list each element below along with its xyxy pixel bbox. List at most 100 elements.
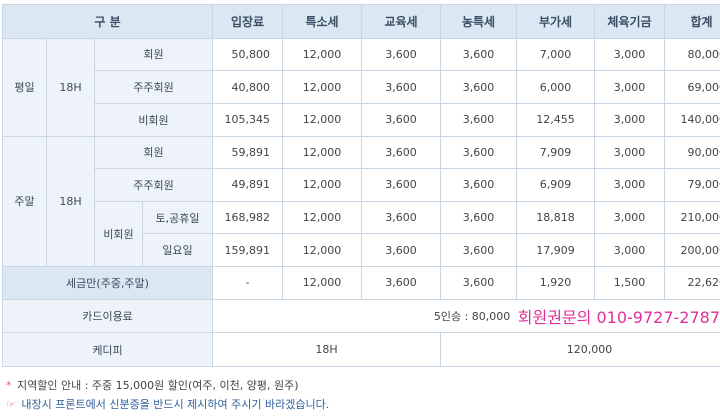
table-row: 비회원 105,345 12,000 3,600 3,600 12,455 3,… [3,102,720,137]
cell-special-tax: 12,000 [282,266,363,300]
header-agri-tax: 농특세 [440,4,518,39]
card-fee-value-cell: 5인승 : 80,000 회원권문의 010-9727-2787 [212,298,720,334]
header-category: 구 분 [1,4,214,39]
header-special-tax: 특소세 [282,4,363,39]
cell-agri-tax: 3,600 [440,266,518,300]
cell-vat: 7,909 [516,135,596,170]
table-row: 비회원 토,공휴일 168,982 12,000 3,600 3,600 18,… [3,200,720,268]
header-admission: 입장료 [212,4,284,39]
table-row: 카드이용료 5인승 : 80,000 회원권문의 010-9727-2787 [1,298,720,334]
cell-admission: 159,891 [212,233,284,268]
cell-total: 22,620 [664,266,720,300]
cell-special-tax: 12,000 [282,102,363,137]
cell-agri-tax: 3,600 [440,135,518,170]
notes: * 지역할인 안내 : 주중 15,000원 할인(여주, 이천, 양평, 원주… [6,376,329,414]
regional-discount-text: 지역할인 안내 : 주중 15,000원 할인(여주, 이천, 양평, 원주) [17,379,299,392]
cell-admission: 105,345 [212,102,284,137]
cell-education-tax: 3,600 [361,200,442,235]
weekday-label: 평일 [2,37,47,137]
id-notice: ☞ 내장시 프론트에서 신분증을 반드시 제시하여 주시기 바라겠습니다. [6,395,329,414]
table-row: 평일 18H 회원 50,800 12,000 3,600 3,600 7,00… [2,37,720,137]
weekend-time: 18H [46,135,95,268]
cell-total: 210,000 [664,200,720,235]
cell-vat: 7,000 [516,37,596,72]
weekday-time: 18H [46,37,95,137]
header-sports-fund: 체육기금 [594,4,666,39]
cell-sports-fund: 3,000 [594,70,666,104]
header-vat: 부가세 [516,4,596,39]
cell-vat: 6,000 [516,70,596,104]
weekend-nonmember-label: 비회원 [94,200,143,268]
cell-education-tax: 3,600 [361,168,442,202]
table-row: 주말 18H 회원 59,891 12,000 3,600 3,600 7,90… [2,135,720,268]
cell-education-tax: 3,600 [361,266,442,300]
pointing-hand-icon: ☞ [6,398,16,411]
row-label: 주주회원 [93,70,214,104]
cell-agri-tax: 3,600 [440,102,518,137]
caddie-fee-label: 케디피 [1,332,214,367]
cell-admission: 59,891 [212,135,284,170]
cell-agri-tax: 3,600 [440,200,518,235]
cell-agri-tax: 3,600 [440,37,518,72]
cell-total: 200,000 [664,233,720,268]
card-fee-label: 카드이용료 [1,298,214,334]
cell-special-tax: 12,000 [282,200,363,235]
row-label: 회원 [93,37,214,72]
card-fee-value: 5인승 : 80,000 [433,309,511,323]
weekend-label: 주말 [2,135,47,268]
id-notice-text: 내장시 프론트에서 신분증을 반드시 제시하여 주시기 바라겠습니다. [21,398,330,411]
table-row: 주주회원 40,800 12,000 3,600 3,600 6,000 3,0… [3,70,720,104]
row-label: 비회원 [93,102,214,137]
cell-admission: 168,982 [212,200,284,235]
cell-special-tax: 12,000 [282,135,363,170]
cell-total: 80,000 [664,37,720,72]
cell-vat: 18,818 [516,200,596,235]
cell-admission: 50,800 [212,37,284,72]
cell-admission: 49,891 [212,168,284,202]
cell-vat: 1,920 [516,266,596,300]
cell-sports-fund: 3,000 [594,200,666,235]
membership-phone: 회원권문의 010-9727-2787 [517,307,720,327]
cell-sports-fund: 3,000 [594,102,666,137]
table-row: 케디피 18H 120,000 [1,332,720,367]
cell-special-tax: 12,000 [282,168,363,202]
cell-vat: 12,455 [516,102,596,137]
cell-sports-fund: 1,500 [594,266,666,300]
header-education-tax: 교육세 [361,4,442,39]
row-label: 주주회원 [93,168,214,202]
header-total: 합계 [664,4,720,39]
cell-sports-fund: 3,000 [594,37,666,72]
cell-special-tax: 12,000 [282,70,363,104]
cell-vat: 6,909 [516,168,596,202]
cell-vat: 17,909 [516,233,596,268]
table-row: 일요일 159,891 12,000 3,600 3,600 17,909 3,… [3,233,720,268]
cell-sports-fund: 3,000 [594,168,666,202]
row-sublabel: 일요일 [141,233,214,268]
caddie-fee-value: 120,000 [440,332,720,367]
cell-sports-fund: 3,000 [594,233,666,268]
asterisk-icon: * [6,379,12,392]
cell-education-tax: 3,600 [361,233,442,268]
row-sublabel: 토,공휴일 [141,200,214,235]
cell-agri-tax: 3,600 [440,168,518,202]
cell-sports-fund: 3,000 [594,135,666,170]
cell-total: 140,000 [664,102,720,137]
row-label: 회원 [93,135,214,170]
cell-education-tax: 3,600 [361,70,442,104]
table-row: 세금만(주중,주말) - 12,000 3,600 3,600 1,920 1,… [1,266,720,300]
cell-special-tax: 12,000 [282,37,363,72]
caddie-time: 18H [212,332,442,367]
cell-total: 69,000 [664,70,720,104]
cell-total: 79,000 [664,168,720,202]
regional-discount-note: * 지역할인 안내 : 주중 15,000원 할인(여주, 이천, 양평, 원주… [6,376,329,395]
cell-agri-tax: 3,600 [440,233,518,268]
cell-education-tax: 3,600 [361,102,442,137]
cell-education-tax: 3,600 [361,37,442,72]
table-row: 주주회원 49,891 12,000 3,600 3,600 6,909 3,0… [3,168,720,202]
cell-special-tax: 12,000 [282,233,363,268]
cell-admission: - [212,266,284,300]
cell-total: 90,000 [664,135,720,170]
cell-agri-tax: 3,600 [440,70,518,104]
fee-table: 구 분 입장료 특소세 교육세 농특세 부가세 체육기금 합계 평일 18H 회… [1,4,720,367]
